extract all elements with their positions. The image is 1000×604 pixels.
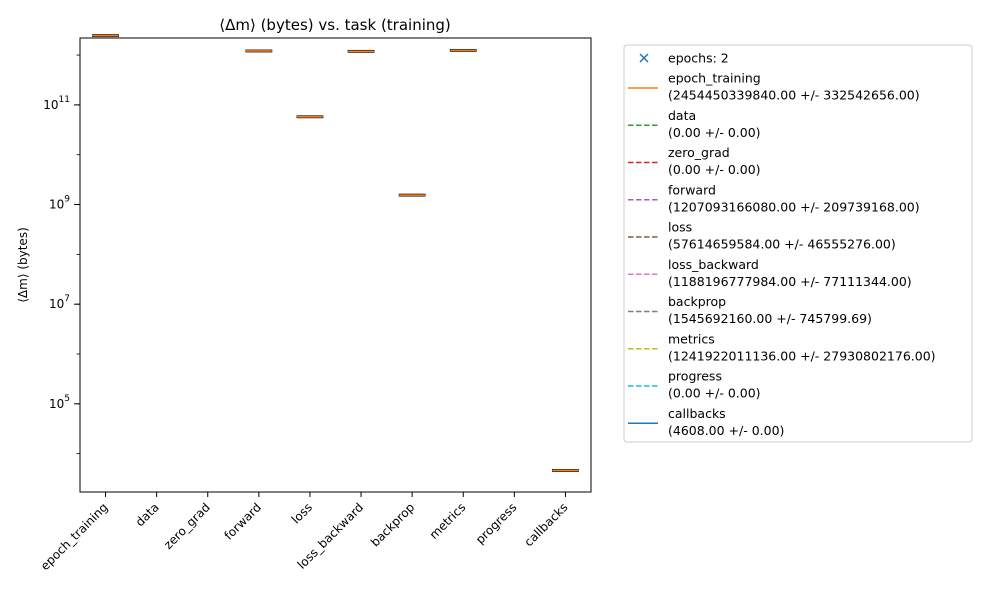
y-tick-exponent: 11 <box>59 95 70 105</box>
legend-label: loss <box>668 220 692 235</box>
y-tick-label: 107 <box>49 294 70 311</box>
legend-stats: (1207093166080.00 +/- 209739168.00) <box>668 199 920 214</box>
y-tick-label: 1011 <box>43 95 70 112</box>
legend-stats: (4608.00 +/- 0.00) <box>668 423 784 438</box>
legend-entry-epoch_training: epoch_training (2454450339840.00 +/- 3325… <box>628 71 920 103</box>
legend-stats: (57614659584.00 +/- 46555276.00) <box>668 237 896 252</box>
y-axis-ticks: 105 107 109 1011 <box>43 54 80 455</box>
legend-entry-backprop: backprop (1545692160.00 +/- 745799.69) <box>628 294 872 326</box>
y-tick-exponent: 5 <box>64 394 70 404</box>
x-tick-label: metrics <box>427 500 469 542</box>
box-metrics <box>449 48 477 52</box>
legend-label: progress <box>668 369 722 384</box>
x-tick-label: epoch_training <box>38 500 111 573</box>
box-backprop <box>398 193 426 197</box>
legend-label: zero_grad <box>668 145 730 160</box>
legend-stats: (2454450339840.00 +/- 332542656.00) <box>668 88 920 103</box>
legend-stats: (1241922011136.00 +/- 27930802176.00) <box>668 348 936 363</box>
y-tick-exponent: 7 <box>64 294 70 304</box>
box-callbacks <box>552 469 579 472</box>
x-tick-label: zero_grad <box>161 500 213 552</box>
x-tick-label: callbacks <box>522 500 571 549</box>
chart-title: ⟨Δm⟩ (bytes) vs. task (training) <box>219 16 451 34</box>
x-tick-label: backprop <box>368 500 417 549</box>
legend-entry-loss_backward: loss_backward (1188196777984.00 +/- 77111… <box>628 257 912 289</box>
legend-label: epoch_training <box>668 71 761 86</box>
legend-stats: (0.00 +/- 0.00) <box>668 125 761 140</box>
x-tick-label: forward <box>222 500 264 542</box>
legend-entry-zero_grad: zero_grad (0.00 +/- 0.00) <box>628 145 761 177</box>
legend-entry-loss: loss (57614659584.00 +/- 46555276.00) <box>628 220 896 252</box>
y-tick-exponent: 9 <box>64 195 70 205</box>
legend-label: data <box>668 108 696 123</box>
legend-label: metrics <box>668 331 715 346</box>
legend-label: callbacks <box>668 406 726 421</box>
y-tick-label: 109 <box>49 195 70 212</box>
legend-entry-metrics: metrics (1241922011136.00 +/- 27930802176… <box>628 331 936 363</box>
plot-frame <box>79 37 592 493</box>
box-epoch_training <box>92 34 119 38</box>
legend-frame <box>623 44 973 443</box>
legend-stats: (0.00 +/- 0.00) <box>668 162 761 177</box>
legend-stats: (1188196777984.00 +/- 77111344.00) <box>668 274 912 289</box>
box-loss_backward <box>347 49 375 53</box>
x-tick-label: loss <box>289 500 315 526</box>
legend: epochs: 2 epoch_training (2454450339840.00… <box>623 44 973 443</box>
legend-label: forward <box>668 182 716 197</box>
box-loss <box>296 115 324 119</box>
x-tick-label: data <box>133 500 162 529</box>
legend-entry-forward: forward (1207093166080.00 +/- 209739168.0… <box>628 182 920 214</box>
plot-area: 105 107 109 1011 epoch_training data zero_grad… <box>38 34 592 573</box>
legend-entry-progress: progress (0.00 +/- 0.00) <box>628 369 761 401</box>
legend-label: backprop <box>668 294 726 309</box>
legend-marker-x <box>639 53 649 63</box>
legend-label: loss_backward <box>668 257 759 272</box>
legend-entry-callbacks: callbacks (4608.00 +/- 0.00) <box>628 406 784 438</box>
legend-entry-epochs: epochs: 2 <box>639 51 729 66</box>
legend-stats: (1545692160.00 +/- 745799.69) <box>668 311 872 326</box>
legend-label: epochs: 2 <box>668 51 729 66</box>
y-axis-label: ⟨Δm⟩ (bytes) <box>16 227 30 303</box>
y-tick-label: 105 <box>49 394 70 411</box>
legend-stats: (0.00 +/- 0.00) <box>668 386 761 401</box>
box-forward <box>245 49 273 53</box>
legend-entry-data: data (0.00 +/- 0.00) <box>628 108 761 140</box>
x-tick-label: progress <box>473 500 520 547</box>
